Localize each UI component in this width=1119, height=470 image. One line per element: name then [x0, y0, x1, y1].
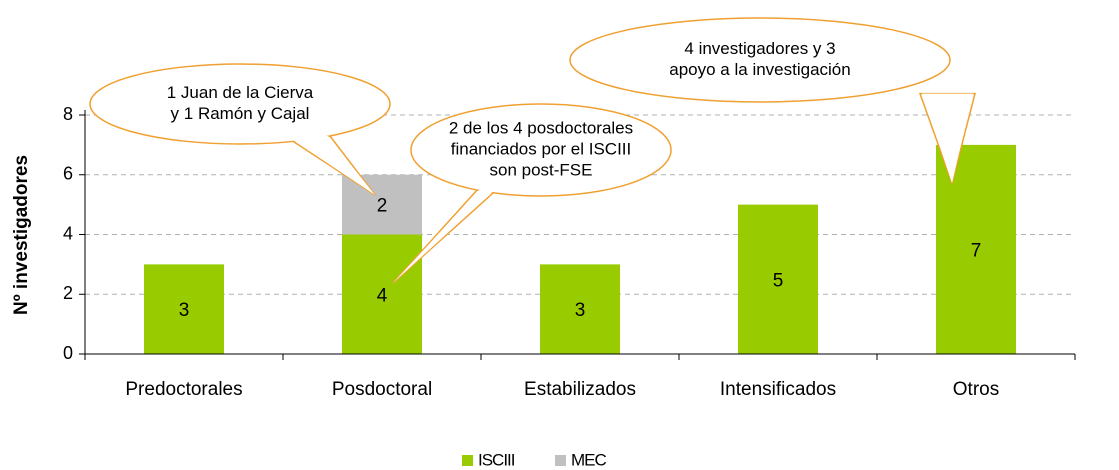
bar [144, 264, 224, 354]
x-tick-label: Intensificados [720, 379, 836, 400]
x-tick-label: Predoctorales [125, 379, 242, 400]
callout-text: financiados por el ISCIII [451, 139, 631, 158]
legend-swatch [555, 455, 566, 466]
bar [342, 234, 422, 354]
callout: 2 de los 4 posdoctorales financiados por … [392, 103, 672, 284]
y-tick-label: 6 [63, 164, 73, 184]
x-tick-label: Otros [953, 379, 999, 400]
y-tick-label: 4 [63, 223, 73, 243]
data-label: 4 [377, 285, 388, 306]
data-label: 3 [179, 300, 190, 321]
callout-text: 2 de los 4 posdoctorales [449, 118, 633, 137]
x-tick-label: Estabilizados [524, 379, 636, 400]
callout-bubble [569, 17, 951, 103]
bar [936, 144, 1016, 354]
callout-text: 1 Juan de la Cierva [167, 83, 314, 102]
y-tick-label: 8 [63, 104, 73, 124]
callout-bubble [89, 63, 391, 145]
y-tick-label: 0 [63, 343, 73, 363]
callout: 4 investigadores y 3 apoyo a la investiga… [569, 17, 976, 186]
bar [540, 264, 620, 354]
callout-text: 4 investigadores y 3 [684, 39, 835, 58]
callout-text: son post-FSE [490, 160, 593, 179]
callout-cover [922, 93, 973, 183]
y-axis-title: Nº investigadores [11, 155, 32, 315]
callout-text: y 1 Ramón y Cajal [171, 104, 310, 123]
data-label: 7 [971, 240, 982, 261]
callout-cover [287, 136, 375, 195]
legend-label: ISCIII [478, 450, 515, 469]
x-tick-label: Posdoctoral [332, 379, 432, 400]
callout-text: apoyo a la investigación [669, 60, 850, 79]
data-label: 5 [773, 270, 784, 291]
legend-swatch [462, 455, 473, 466]
callout: 1 Juan de la Cierva y 1 Ramón y Cajal [89, 63, 391, 196]
data-label: 3 [575, 300, 586, 321]
y-tick-label: 2 [63, 283, 73, 303]
legend-label: MEC [571, 450, 607, 469]
callout-bubble [410, 103, 672, 197]
callout-cover [393, 186, 498, 283]
data-label: 2 [377, 196, 388, 217]
bar [342, 174, 422, 235]
bar [738, 204, 818, 354]
